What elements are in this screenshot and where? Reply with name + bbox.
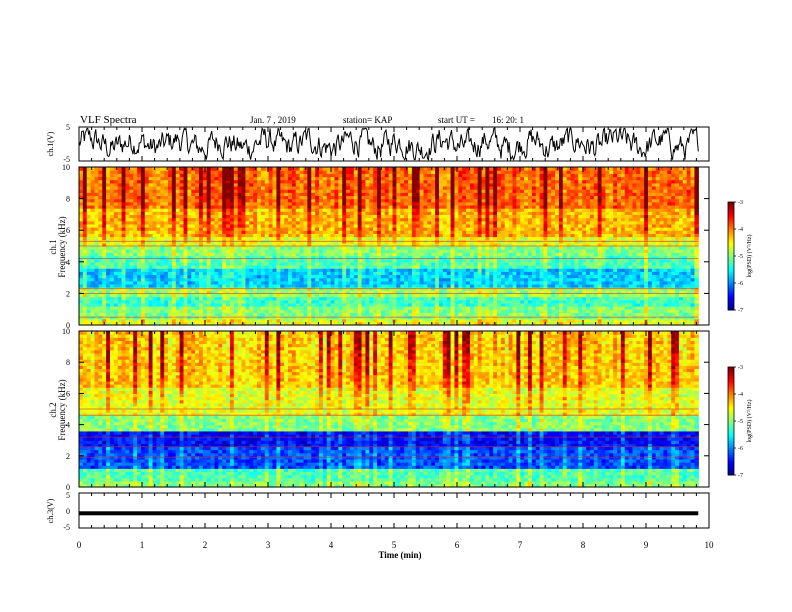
figure-title: VLF Spectra [80,114,137,126]
ch1-waveform-ylabel: ch.1(V) [46,131,55,156]
ch1-spectrogram-image [79,167,699,326]
header-start-time: 16: 20: 1 [492,115,524,125]
header-start-label: start UT = [438,115,475,125]
vlf-figure: VLF Spectra Jan. 7 , 2019 station= KAP s… [0,0,792,612]
header-station: station= KAP [343,115,392,125]
header-date: Jan. 7 , 2019 [250,115,296,125]
ch1-waveform-panel: 5 -5 ch.1(V) [46,123,709,164]
ch1-waveform-line [79,128,698,159]
ch1-ytick-5: 5 [66,123,70,132]
